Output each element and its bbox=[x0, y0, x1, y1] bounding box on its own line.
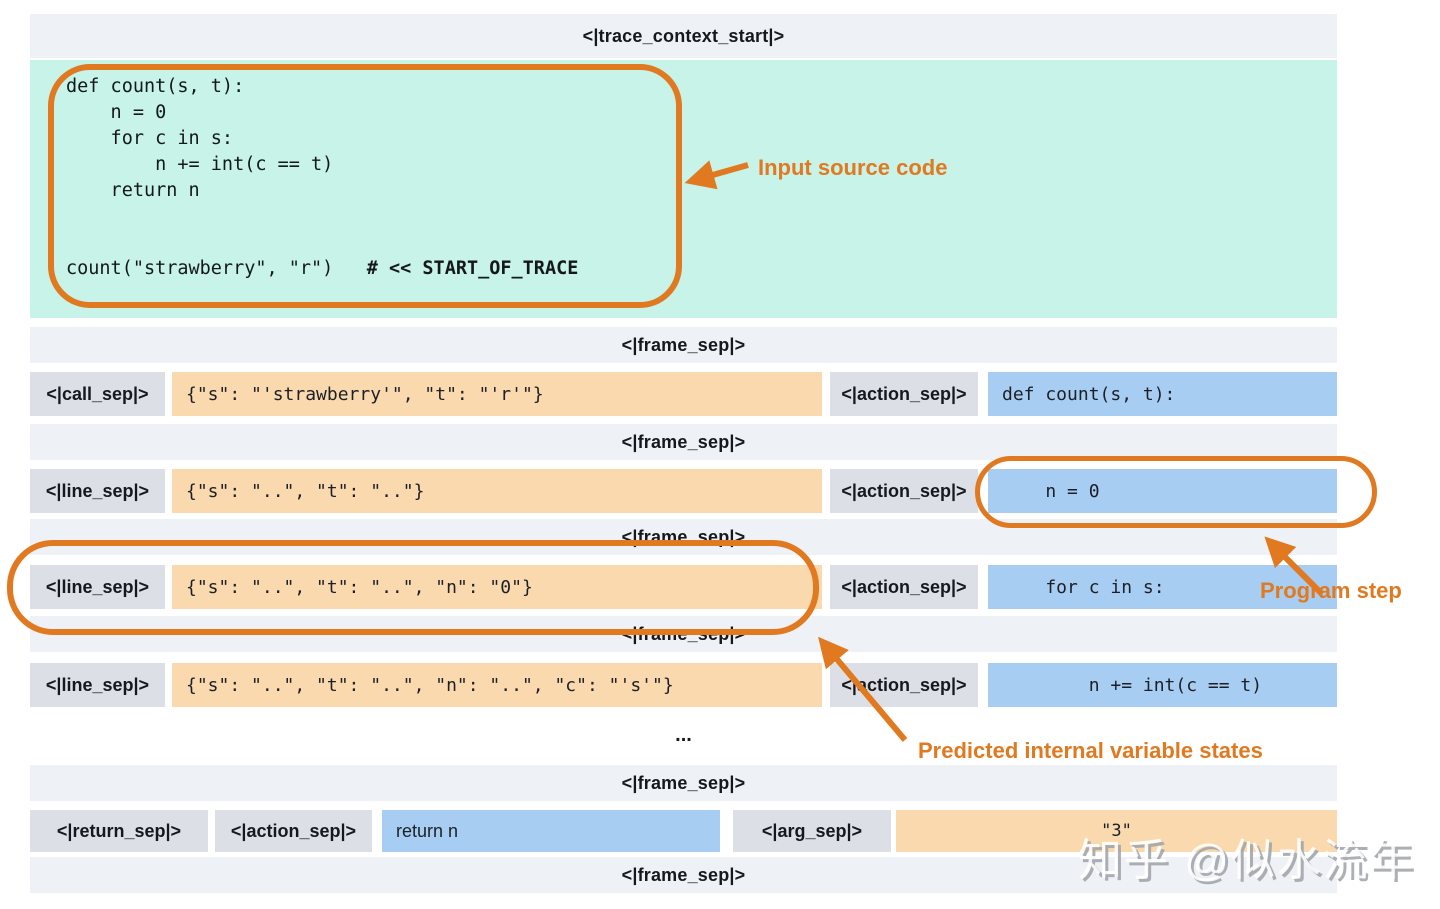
program-step-label: Program step bbox=[1260, 578, 1402, 603]
return-sep-token: <|return_sep|> bbox=[30, 810, 208, 852]
frame-sep-token: <|frame_sep|> bbox=[621, 334, 746, 355]
source-code-main: def count(s, t): n = 0 for c in s: n += … bbox=[66, 76, 334, 279]
frame-sep-bar-2: <|frame_sep|> bbox=[30, 424, 1337, 460]
program-step-cell: def count(s, t): bbox=[988, 372, 1337, 416]
action-sep-token: <|action_sep|> bbox=[830, 565, 978, 609]
line-sep-token: <|line_sep|> bbox=[30, 469, 165, 513]
variable-state-cell: {"s": "..", "t": "..", "n": "..", "c": "… bbox=[172, 663, 822, 707]
source-code-outline bbox=[48, 64, 682, 308]
variable-state-cell: {"s": "..", "t": ".."} bbox=[172, 469, 822, 513]
line-sep-token: <|line_sep|> bbox=[30, 663, 165, 707]
action-sep-token: <|action_sep|> bbox=[830, 372, 978, 416]
program-step-cell: n = 0 bbox=[988, 469, 1337, 513]
predicted-states-label: Predicted internal variable states bbox=[918, 738, 1263, 763]
return-value-cell: "3" bbox=[896, 810, 1337, 852]
program-step-outline bbox=[975, 456, 1377, 528]
call-sep-token: <|call_sep|> bbox=[30, 372, 165, 416]
variable-states-outline bbox=[7, 540, 819, 635]
trace-context-start-token: <|trace_context_start|> bbox=[582, 25, 785, 46]
frame-sep-bar-6: <|frame_sep|> bbox=[30, 857, 1337, 893]
program-step-cell: return n bbox=[382, 810, 720, 852]
action-sep-token: <|action_sep|> bbox=[830, 663, 978, 707]
arg-sep-token: <|arg_sep|> bbox=[733, 810, 891, 852]
source-code: def count(s, t): n = 0 for c in s: n += … bbox=[66, 74, 578, 282]
trace-context-start-bar: <|trace_context_start|> bbox=[30, 14, 1337, 58]
trace-ellipsis: ... bbox=[675, 724, 692, 746]
source-code-block: def count(s, t): n = 0 for c in s: n += … bbox=[30, 60, 1337, 318]
frame-sep-token: <|frame_sep|> bbox=[621, 431, 746, 452]
variable-state-cell: {"s": "'strawberry'", "t": "'r'"} bbox=[172, 372, 822, 416]
zhihu-watermark: 知乎 @似水流年 bbox=[1078, 836, 1415, 885]
frame-sep-token: <|frame_sep|> bbox=[621, 772, 746, 793]
frame-sep-bar-5: <|frame_sep|> bbox=[30, 765, 1337, 801]
program-step-cell: n += int(c == t) bbox=[988, 663, 1337, 707]
action-sep-token: <|action_sep|> bbox=[215, 810, 372, 852]
input-source-code-label: Input source code bbox=[758, 155, 948, 180]
action-sep-token: <|action_sep|> bbox=[830, 469, 978, 513]
frame-sep-token: <|frame_sep|> bbox=[621, 864, 746, 885]
start-of-trace-comment: # << START_OF_TRACE bbox=[366, 258, 579, 279]
frame-sep-bar-1: <|frame_sep|> bbox=[30, 327, 1337, 363]
variable-state-cell: {"s": "..", "t": "..", "n": "0"} bbox=[172, 565, 822, 609]
